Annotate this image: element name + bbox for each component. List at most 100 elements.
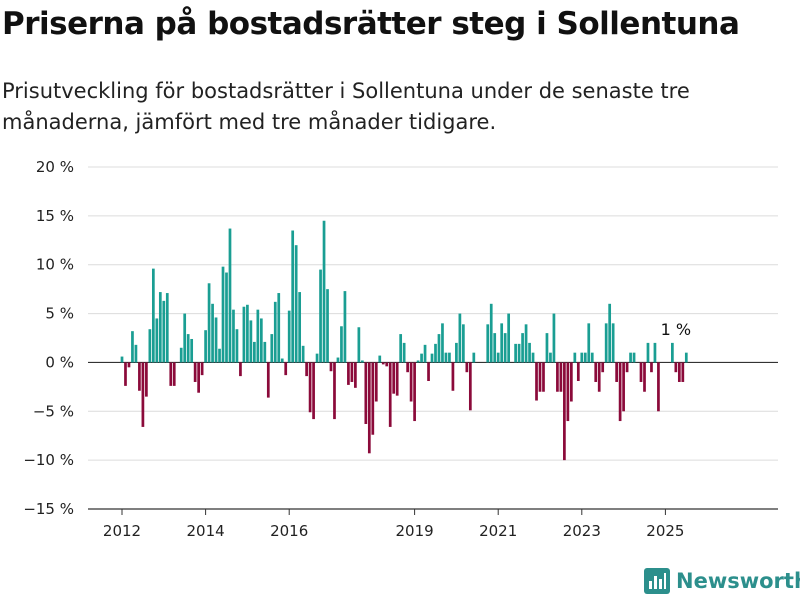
bar	[186, 334, 190, 363]
bar	[273, 301, 277, 363]
bar	[138, 362, 141, 391]
y-tick-label: 20 %	[36, 158, 74, 176]
bar	[399, 334, 403, 363]
bar	[639, 362, 643, 382]
bar	[671, 342, 674, 363]
bar	[242, 306, 246, 363]
bar	[413, 362, 416, 422]
bar	[493, 333, 497, 363]
y-tick-label: 10 %	[36, 256, 74, 274]
bar	[444, 352, 448, 363]
bar	[266, 362, 270, 398]
bar	[347, 362, 350, 385]
bar	[618, 362, 622, 422]
bar	[364, 362, 368, 424]
newsworthy-logo: Newsworthy	[644, 568, 800, 594]
bar	[183, 313, 187, 363]
bar	[601, 362, 605, 373]
y-axis-labels: 20 % 15 % 10 % 5 % 0 % −5 % −10 % −15 %	[23, 158, 74, 518]
bar	[124, 362, 127, 386]
bar	[263, 341, 267, 363]
x-tick-label: 2016	[270, 522, 308, 540]
bar	[253, 341, 256, 363]
bar	[549, 352, 552, 363]
bar	[643, 362, 646, 392]
bar-chart-logo-icon	[644, 568, 670, 594]
y-tick-label: −5 %	[33, 402, 74, 420]
bar	[576, 362, 580, 381]
bar	[148, 329, 152, 363]
annotations: 1 %	[661, 320, 691, 339]
bar	[472, 352, 476, 363]
x-tick-label: 2019	[396, 522, 434, 540]
bar	[340, 326, 343, 363]
bar	[312, 362, 315, 420]
x-tick-label: 2025	[646, 522, 684, 540]
bar	[611, 323, 615, 363]
bars	[120, 220, 688, 461]
bar	[221, 266, 225, 363]
bar	[395, 362, 399, 396]
bar	[211, 303, 214, 363]
bar	[437, 334, 441, 363]
bar	[287, 310, 291, 363]
bar	[423, 344, 427, 363]
bar	[622, 362, 625, 412]
bar	[280, 358, 284, 363]
bar	[343, 291, 347, 363]
y-tick-label: −10 %	[23, 451, 74, 469]
bar	[608, 303, 612, 363]
bar	[354, 362, 357, 388]
bar	[284, 362, 288, 376]
bar	[172, 362, 176, 386]
bar	[333, 362, 336, 420]
bar	[569, 362, 573, 402]
bar	[131, 331, 134, 363]
y-tick-label: −15 %	[23, 500, 74, 518]
bar	[653, 342, 657, 363]
bar	[528, 342, 531, 363]
bar	[451, 362, 455, 391]
bar	[374, 362, 378, 402]
bar	[409, 362, 413, 402]
bar	[218, 348, 221, 363]
bar	[134, 344, 138, 363]
bar	[455, 342, 458, 363]
bar	[542, 362, 545, 392]
bar	[294, 245, 298, 363]
bar	[486, 324, 490, 363]
bar	[677, 362, 681, 382]
bar	[580, 352, 584, 363]
bar	[270, 334, 274, 363]
bar	[674, 362, 678, 373]
bar	[246, 304, 249, 363]
bar	[545, 333, 549, 363]
bar	[524, 324, 528, 363]
bar	[650, 362, 653, 373]
bar	[434, 343, 437, 363]
bar	[629, 352, 632, 363]
bar	[458, 313, 462, 363]
bar	[381, 362, 385, 365]
bar	[141, 362, 145, 427]
last-value-annotation: 1 %	[661, 320, 691, 339]
bar	[357, 327, 361, 363]
bar	[228, 228, 232, 363]
bar	[200, 362, 204, 376]
bar	[430, 353, 434, 363]
bar	[597, 362, 601, 392]
bar	[427, 362, 430, 381]
x-tick-label: 2014	[187, 522, 225, 540]
bar	[145, 362, 148, 397]
bar	[336, 357, 340, 363]
bar	[507, 313, 511, 363]
bar	[315, 353, 319, 363]
y-tick-label: 0 %	[45, 353, 74, 371]
bar	[552, 313, 556, 363]
chart-subtitle: Prisutveckling för bostadsrätter i Solle…	[2, 79, 690, 134]
bar	[503, 333, 507, 363]
bar	[225, 272, 228, 363]
x-tick-label: 2012	[103, 522, 141, 540]
bar	[378, 355, 382, 363]
